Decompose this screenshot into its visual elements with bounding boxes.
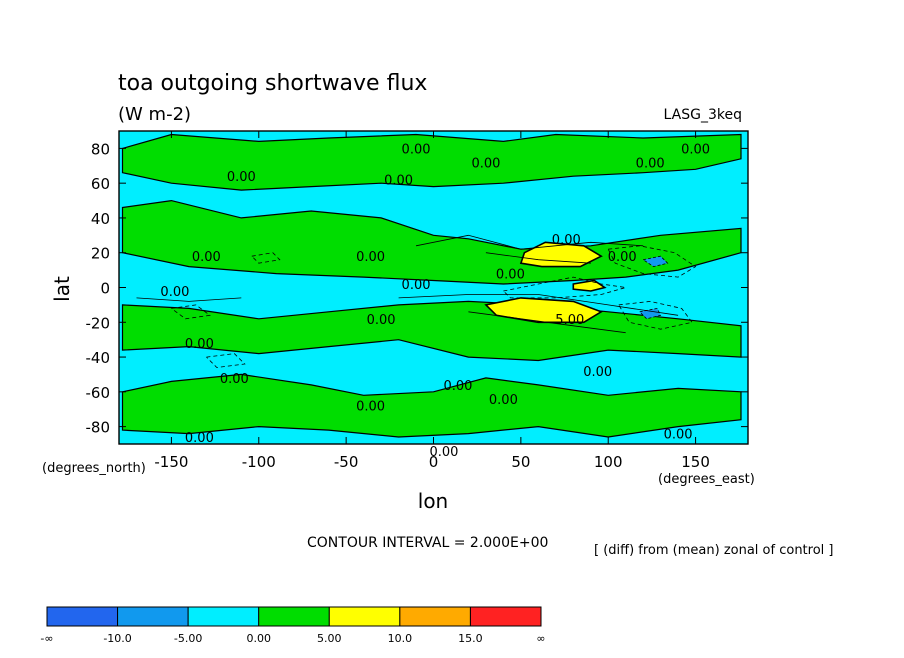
y-axis-units: (degrees_north) bbox=[42, 461, 146, 476]
x-axis-label: lon bbox=[418, 489, 448, 513]
colorbar-label: 0.00 bbox=[246, 632, 271, 645]
x-axis: -150 -100 -50 0 50 100 150 bbox=[154, 131, 710, 471]
colorbar: -∞ -10.0 -5.00 0.00 5.00 10.0 15.0 ∞ bbox=[40, 606, 546, 645]
contour-label: 0.00 bbox=[489, 393, 518, 408]
contour-label: 0.00 bbox=[402, 142, 431, 157]
contour-fill-layer bbox=[121, 133, 742, 438]
colorbar-label: -5.00 bbox=[174, 632, 202, 645]
contour-label: 0.00 bbox=[367, 313, 396, 328]
y-tick-label: 80 bbox=[91, 140, 110, 158]
x-tick-label: -100 bbox=[242, 453, 276, 471]
y-axis: 80 60 40 20 0 -20 -40 -60 -80 bbox=[86, 140, 748, 437]
contour-label-layer: 0.00 0.00 0.00 0.00 0.00 0.00 0.00 0.00 0.00 0.00… bbox=[160, 142, 710, 460]
contour-label: 0.00 bbox=[185, 337, 214, 352]
contour-label: 0.00 bbox=[384, 174, 413, 189]
contour-label: 0.00 bbox=[356, 250, 385, 265]
x-tick-label: 50 bbox=[511, 453, 530, 471]
x-tick-label: 0 bbox=[429, 453, 439, 471]
y-tick-label: -80 bbox=[86, 419, 111, 437]
x-tick-label: 100 bbox=[594, 453, 623, 471]
y-tick-label: 60 bbox=[91, 175, 110, 193]
positive-contour-line bbox=[485, 252, 591, 264]
y-tick-label: -20 bbox=[86, 314, 111, 332]
contour-interval-text: CONTOUR INTERVAL = 2.000E+00 bbox=[307, 535, 548, 551]
positive-region-5-10 bbox=[572, 279, 607, 292]
contour-label: 0.00 bbox=[443, 379, 472, 394]
positive-contour-line bbox=[468, 311, 626, 334]
negative-contour-line bbox=[503, 276, 626, 299]
positive-contour-line bbox=[398, 294, 679, 316]
colorbar-swatch bbox=[258, 606, 330, 627]
y-tick-label: 40 bbox=[91, 210, 110, 228]
y-axis-label: lat bbox=[50, 276, 74, 302]
positive-region-5-10 bbox=[519, 241, 603, 268]
colorbar-swatch bbox=[328, 606, 401, 627]
colorbar-swatch bbox=[469, 606, 542, 627]
contour-label: 0.00 bbox=[192, 250, 221, 265]
colorbar-swatch bbox=[46, 606, 119, 627]
contour-label: 0.00 bbox=[220, 372, 249, 387]
negative-contour-line bbox=[607, 245, 697, 278]
negative-contour-line bbox=[618, 300, 693, 330]
contour-label: 0.00 bbox=[496, 268, 525, 283]
negative-region-10-5 bbox=[638, 307, 662, 320]
colorbar-label: 5.00 bbox=[317, 632, 342, 645]
x-tick-label: -150 bbox=[154, 453, 188, 471]
contour-label: 0.00 bbox=[227, 170, 256, 185]
contour-label: 0.00 bbox=[583, 365, 612, 380]
dataset-label: LASG_3keq bbox=[664, 107, 742, 123]
positive-region-0-5 bbox=[121, 373, 742, 438]
contour-label: 0.00 bbox=[681, 142, 710, 157]
y-tick-label: 20 bbox=[91, 245, 110, 263]
chart-title: toa outgoing shortwave flux bbox=[118, 71, 427, 96]
contour-label: 0.00 bbox=[185, 431, 214, 446]
contour-label: 5.00 bbox=[555, 313, 584, 328]
contour-label: 0.00 bbox=[471, 156, 500, 171]
negative-contour-line bbox=[171, 304, 211, 320]
operation-text: [ (diff) from (mean) zonal of control ] bbox=[594, 543, 833, 558]
contour-label: 0.00 bbox=[664, 428, 693, 443]
chart-units: (W m-2) bbox=[118, 104, 191, 125]
x-tick-label: -50 bbox=[334, 453, 359, 471]
positive-contour-line bbox=[415, 234, 644, 250]
contour-label: 0.00 bbox=[402, 278, 431, 293]
colorbar-swatch bbox=[399, 606, 471, 627]
colorbar-swatch bbox=[117, 606, 189, 627]
y-tick-label: 0 bbox=[100, 280, 110, 298]
colorbar-label: -∞ bbox=[40, 632, 53, 645]
y-tick-label: -40 bbox=[86, 349, 111, 367]
positive-contour-line bbox=[136, 297, 242, 302]
colorbar-swatch bbox=[187, 606, 260, 627]
contour-label: 0.00 bbox=[552, 233, 581, 248]
colorbar-label: 15.0 bbox=[458, 632, 483, 645]
contour-label: 0.00 bbox=[160, 285, 189, 300]
y-tick-label: -60 bbox=[86, 384, 111, 402]
contour-label: 0.00 bbox=[608, 250, 637, 265]
x-axis-units: (degrees_east) bbox=[658, 472, 755, 487]
x-tick-label: 150 bbox=[681, 453, 710, 471]
negative-region-10-5 bbox=[642, 255, 669, 268]
colorbar-label: -10.0 bbox=[103, 632, 131, 645]
contour-label: 0.00 bbox=[356, 400, 385, 415]
negative-contour-line bbox=[251, 252, 281, 264]
contour-label: 0.00 bbox=[636, 156, 665, 171]
colorbar-label: 10.0 bbox=[388, 632, 413, 645]
negative-contour-line bbox=[206, 353, 246, 368]
colorbar-label: ∞ bbox=[536, 632, 545, 645]
contour-label: 0.00 bbox=[430, 445, 459, 460]
positive-region-0-5 bbox=[121, 133, 742, 191]
